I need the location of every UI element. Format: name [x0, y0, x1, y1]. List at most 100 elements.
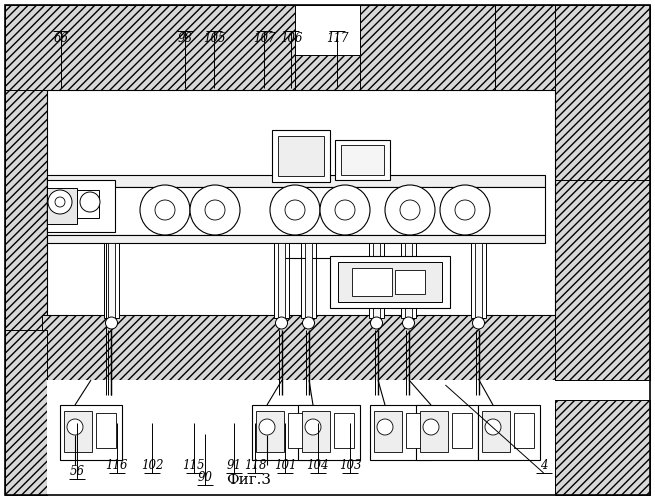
Bar	[478, 405, 540, 460]
Bar	[341, 145, 384, 175]
Bar	[47, 187, 545, 235]
Bar	[5, 90, 47, 330]
Circle shape	[48, 190, 72, 214]
Text: 91: 91	[227, 459, 242, 472]
Circle shape	[190, 185, 240, 235]
Bar	[256, 411, 284, 452]
Text: 115: 115	[183, 459, 205, 472]
Bar	[252, 405, 314, 460]
Bar	[42, 315, 555, 380]
Bar	[330, 256, 450, 308]
Bar	[302, 411, 330, 452]
Bar	[47, 180, 115, 232]
Circle shape	[205, 200, 225, 220]
Bar	[555, 400, 650, 495]
Bar	[301, 243, 316, 318]
Bar	[514, 413, 534, 448]
Bar	[295, 5, 360, 55]
Bar	[295, 5, 360, 45]
Circle shape	[80, 192, 100, 212]
Circle shape	[440, 185, 490, 235]
Circle shape	[305, 419, 321, 435]
Text: 90: 90	[198, 471, 212, 484]
Bar	[416, 405, 478, 460]
Circle shape	[303, 317, 314, 329]
Bar	[406, 413, 426, 448]
Circle shape	[472, 317, 485, 329]
Bar	[395, 270, 425, 294]
Bar	[47, 175, 545, 187]
Text: 56: 56	[70, 465, 84, 478]
Bar	[401, 243, 416, 318]
Circle shape	[55, 197, 65, 207]
Circle shape	[140, 185, 190, 235]
Bar	[335, 140, 390, 180]
Bar	[47, 90, 555, 315]
Bar	[452, 413, 472, 448]
Text: 102: 102	[141, 459, 163, 472]
Bar	[5, 5, 495, 95]
Bar	[60, 405, 122, 460]
Bar	[338, 262, 442, 302]
Text: 103: 103	[339, 459, 362, 472]
Text: 107: 107	[253, 32, 275, 46]
Bar	[5, 330, 47, 495]
Bar	[555, 180, 650, 380]
Bar	[352, 268, 392, 296]
Circle shape	[155, 200, 175, 220]
Bar	[298, 405, 360, 460]
Circle shape	[320, 185, 370, 235]
Bar	[471, 243, 486, 318]
Bar	[272, 130, 330, 182]
Bar	[373, 243, 380, 318]
Text: 105: 105	[203, 32, 225, 46]
Bar	[295, 5, 360, 55]
Circle shape	[400, 200, 420, 220]
Circle shape	[371, 317, 383, 329]
Circle shape	[285, 200, 305, 220]
Circle shape	[67, 419, 83, 435]
Circle shape	[485, 419, 501, 435]
Bar	[108, 243, 115, 318]
Bar	[47, 380, 555, 495]
Circle shape	[377, 419, 393, 435]
Bar	[405, 243, 412, 318]
Bar	[420, 411, 448, 452]
Text: 4: 4	[540, 459, 548, 472]
Bar	[104, 243, 119, 318]
Bar	[334, 413, 354, 448]
Bar	[47, 188, 77, 224]
Text: 117: 117	[326, 32, 348, 46]
Bar	[370, 405, 432, 460]
Text: 116: 116	[105, 459, 128, 472]
Bar	[278, 243, 285, 318]
Bar	[77, 190, 99, 218]
Bar	[374, 411, 402, 452]
Circle shape	[403, 317, 415, 329]
Bar	[47, 235, 545, 243]
Bar	[64, 411, 92, 452]
Circle shape	[105, 317, 117, 329]
Bar	[369, 243, 384, 318]
Bar	[5, 5, 295, 90]
Text: 118: 118	[244, 459, 267, 472]
Text: 106: 106	[280, 32, 303, 46]
Text: 98: 98	[178, 32, 193, 46]
Text: Фиг.3: Фиг.3	[227, 474, 271, 488]
Bar	[495, 5, 645, 90]
Bar	[482, 411, 510, 452]
Bar	[274, 243, 289, 318]
Circle shape	[259, 419, 275, 435]
Text: 66: 66	[54, 32, 68, 46]
Circle shape	[276, 317, 288, 329]
Bar	[96, 413, 116, 448]
Circle shape	[335, 200, 355, 220]
Bar	[305, 243, 312, 318]
Text: 104: 104	[307, 459, 329, 472]
Bar	[288, 413, 308, 448]
Circle shape	[423, 419, 439, 435]
Bar	[475, 243, 482, 318]
Circle shape	[270, 185, 320, 235]
Bar	[360, 5, 495, 90]
Circle shape	[455, 200, 475, 220]
